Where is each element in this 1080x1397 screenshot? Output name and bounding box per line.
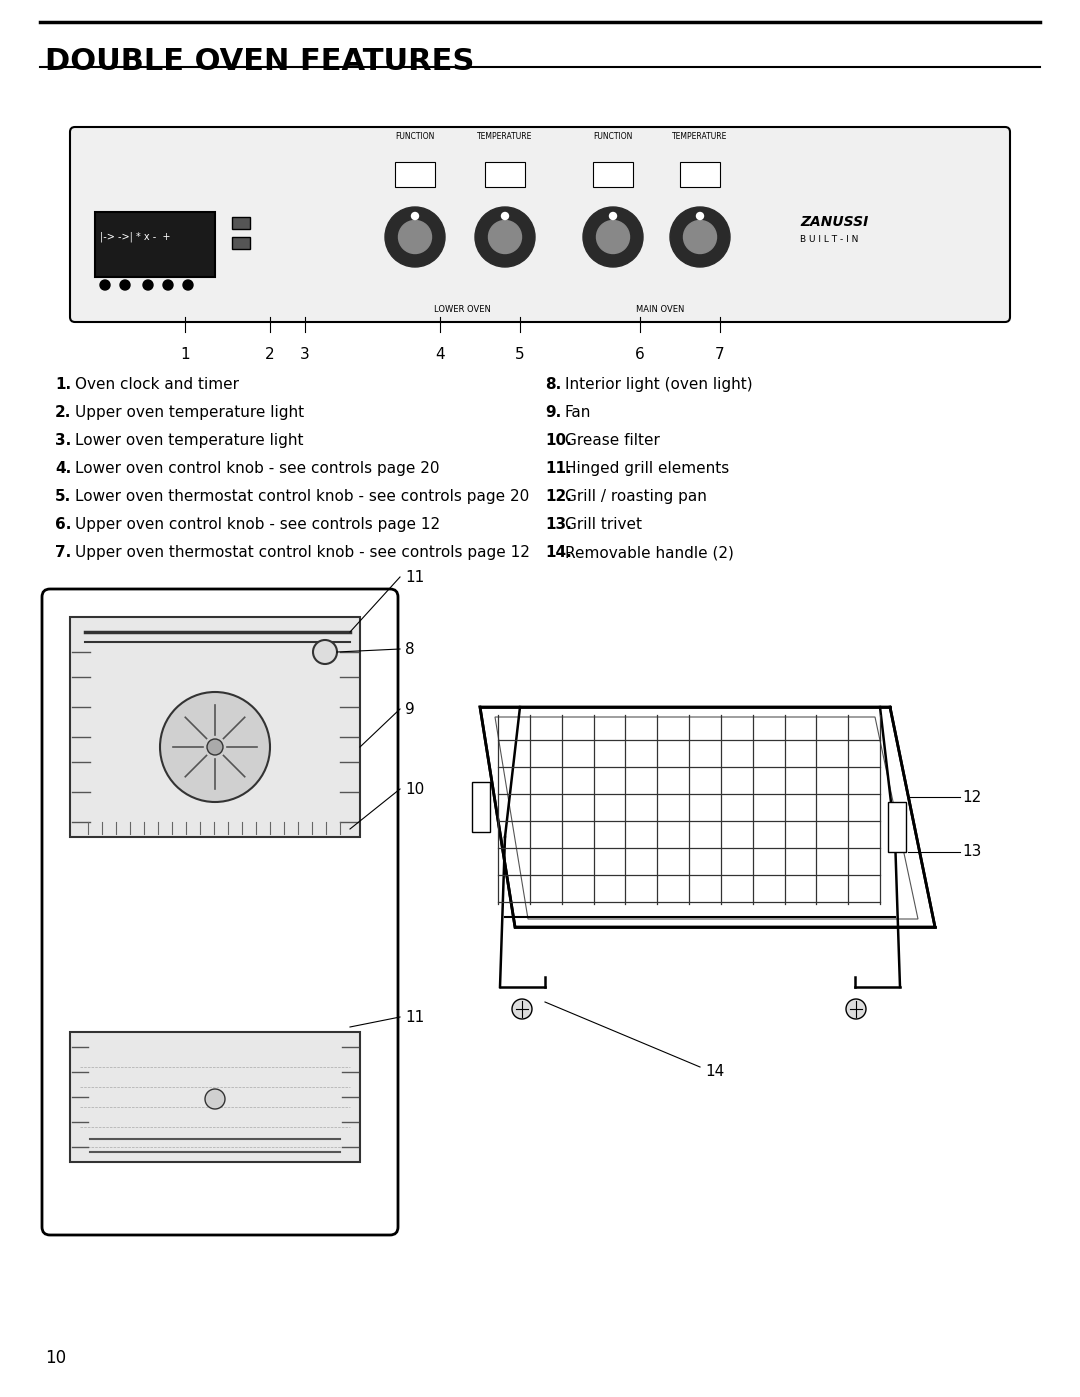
Bar — [472, 782, 490, 833]
Text: 11: 11 — [405, 1010, 424, 1024]
Text: Upper oven temperature light: Upper oven temperature light — [75, 405, 305, 420]
FancyBboxPatch shape — [70, 127, 1010, 321]
Text: |-> ->| * x -  +: |-> ->| * x - + — [100, 232, 171, 242]
Bar — [680, 162, 720, 187]
Text: 11.: 11. — [545, 461, 571, 476]
Circle shape — [609, 212, 617, 219]
Text: 7.: 7. — [55, 545, 71, 560]
Text: TEMPERATURE: TEMPERATURE — [477, 131, 532, 141]
Text: ZANUSSI: ZANUSSI — [800, 215, 868, 229]
Text: 10: 10 — [405, 781, 424, 796]
Text: Upper oven thermostat control knob - see controls page 12: Upper oven thermostat control knob - see… — [75, 545, 530, 560]
Circle shape — [384, 207, 445, 267]
Bar — [95, 212, 215, 277]
Circle shape — [143, 279, 153, 291]
Text: 6.: 6. — [55, 517, 71, 532]
Text: 9: 9 — [405, 701, 415, 717]
Text: 8: 8 — [405, 641, 415, 657]
Text: MAIN OVEN: MAIN OVEN — [636, 305, 685, 314]
Circle shape — [163, 279, 173, 291]
Circle shape — [488, 221, 522, 253]
Text: 8.: 8. — [545, 377, 562, 393]
Circle shape — [399, 221, 432, 253]
Text: 2: 2 — [266, 346, 274, 362]
Circle shape — [501, 212, 509, 219]
Bar — [485, 162, 525, 187]
Circle shape — [120, 279, 130, 291]
Text: 1.: 1. — [55, 377, 71, 393]
Text: LOWER OVEN: LOWER OVEN — [433, 305, 490, 314]
Bar — [70, 617, 360, 837]
FancyBboxPatch shape — [42, 590, 399, 1235]
Circle shape — [846, 999, 866, 1018]
Circle shape — [583, 207, 643, 267]
Text: 10: 10 — [45, 1350, 66, 1368]
Bar — [232, 217, 249, 229]
Text: Upper oven control knob - see controls page 12: Upper oven control knob - see controls p… — [75, 517, 441, 532]
Text: FUNCTION: FUNCTION — [593, 131, 633, 141]
Circle shape — [684, 221, 716, 253]
Text: Hinged grill elements: Hinged grill elements — [565, 461, 729, 476]
Text: FUNCTION: FUNCTION — [395, 131, 434, 141]
Bar — [70, 1032, 360, 1162]
Text: Oven clock and timer: Oven clock and timer — [75, 377, 239, 393]
Text: 1: 1 — [180, 346, 190, 362]
Text: B U I L T - I N: B U I L T - I N — [800, 235, 859, 243]
Circle shape — [411, 212, 419, 219]
Text: Interior light (oven light): Interior light (oven light) — [565, 377, 753, 393]
Circle shape — [160, 692, 270, 802]
Text: Lower oven control knob - see controls page 20: Lower oven control knob - see controls p… — [75, 461, 440, 476]
Text: Removable handle (2): Removable handle (2) — [565, 545, 734, 560]
Text: Lower oven temperature light: Lower oven temperature light — [75, 433, 303, 448]
Text: 11: 11 — [405, 570, 424, 584]
Circle shape — [207, 739, 222, 754]
Text: 5: 5 — [515, 346, 525, 362]
Text: 4: 4 — [435, 346, 445, 362]
Text: TEMPERATURE: TEMPERATURE — [673, 131, 728, 141]
Circle shape — [670, 207, 730, 267]
Text: 12.: 12. — [545, 489, 572, 504]
Text: Lower oven thermostat control knob - see controls page 20: Lower oven thermostat control knob - see… — [75, 489, 529, 504]
Text: 6: 6 — [635, 346, 645, 362]
Text: 12: 12 — [962, 789, 982, 805]
Bar — [593, 162, 633, 187]
Text: 3: 3 — [300, 346, 310, 362]
Text: 4.: 4. — [55, 461, 71, 476]
Circle shape — [205, 1090, 225, 1109]
Text: Grease filter: Grease filter — [565, 433, 660, 448]
Text: 14.: 14. — [545, 545, 571, 560]
Text: Grill trivet: Grill trivet — [565, 517, 642, 532]
Text: 7: 7 — [715, 346, 725, 362]
Circle shape — [512, 999, 532, 1018]
Text: 2.: 2. — [55, 405, 71, 420]
Text: DOUBLE OVEN FEATURES: DOUBLE OVEN FEATURES — [45, 47, 474, 75]
Circle shape — [100, 279, 110, 291]
Text: 13: 13 — [962, 845, 982, 859]
Text: 10.: 10. — [545, 433, 571, 448]
Text: Grill / roasting pan: Grill / roasting pan — [565, 489, 707, 504]
Bar — [888, 802, 906, 852]
Bar — [395, 162, 435, 187]
Text: 3.: 3. — [55, 433, 71, 448]
Circle shape — [596, 221, 630, 253]
Text: 9.: 9. — [545, 405, 562, 420]
Circle shape — [313, 640, 337, 664]
Bar — [232, 237, 249, 249]
Text: Fan: Fan — [565, 405, 592, 420]
Text: 13.: 13. — [545, 517, 571, 532]
Text: 5.: 5. — [55, 489, 71, 504]
Circle shape — [697, 212, 703, 219]
Circle shape — [475, 207, 535, 267]
Circle shape — [183, 279, 193, 291]
Text: 14: 14 — [705, 1065, 725, 1080]
